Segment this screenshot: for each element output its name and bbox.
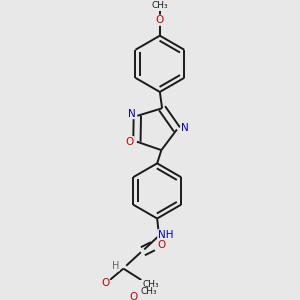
Text: H: H [112, 261, 119, 271]
Text: CH₃: CH₃ [152, 1, 168, 10]
Text: O: O [158, 240, 166, 250]
Text: NH: NH [158, 230, 173, 240]
Text: O: O [101, 278, 109, 288]
Text: CH₃: CH₃ [142, 280, 159, 289]
Text: O: O [156, 15, 164, 25]
Text: O: O [126, 137, 134, 147]
Text: CH₃: CH₃ [140, 287, 157, 296]
Text: O: O [130, 292, 138, 300]
Text: N: N [181, 123, 189, 133]
Text: N: N [128, 109, 136, 118]
